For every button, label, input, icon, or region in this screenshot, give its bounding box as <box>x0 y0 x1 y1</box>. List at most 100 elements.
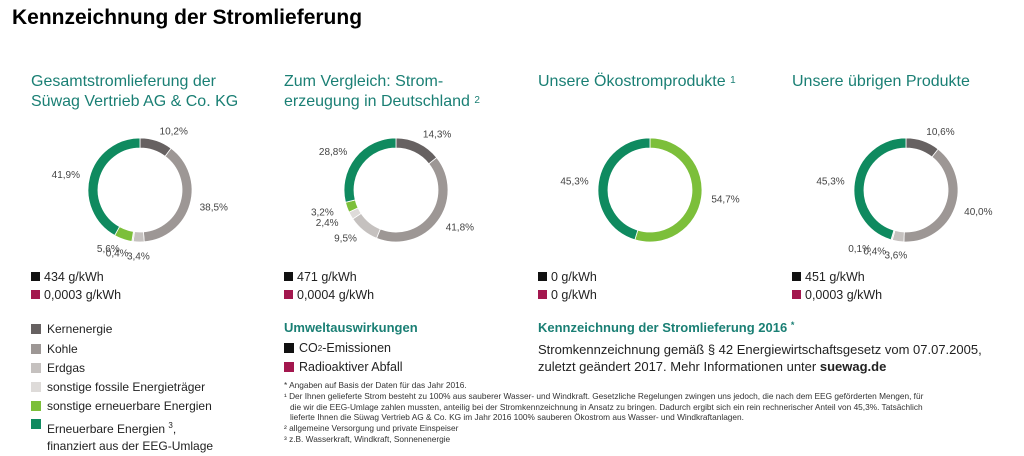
slice-label-erdgas: 9,5% <box>334 234 357 245</box>
footnote-1-line3: lieferte Ihnen die Süwag Vertrieb AG & C… <box>290 412 744 423</box>
slice-label-sonstige-fossile-energietraeger: 0,4% <box>863 246 886 257</box>
co2-swatch <box>284 272 293 281</box>
chart-4-title-line1: Unsere übrigen Produkte <box>792 73 970 90</box>
slice-label-erneuerbare-energien-finanziert-aus-der-eeg-umlage: 28,8% <box>319 147 347 158</box>
legend-label-line2: finanziert aus der EEG-Umlage <box>47 439 214 453</box>
chart-1-title-line2: Süwag Vertrieb AG & Co. KG <box>31 93 239 110</box>
legend-item-erdgas: Erdgas <box>31 361 85 375</box>
slice-label-kernenergie: 14,3% <box>423 130 451 141</box>
info-body: Stromkennzeichnung gemäß § 42 Energiewir… <box>538 342 982 374</box>
co2-swatch <box>792 272 801 281</box>
chart-3-title: Unsere Ökostromprodukte 1 <box>538 72 778 92</box>
slice-label-sonstige-fossile-energietraeger: 2,4% <box>316 218 339 229</box>
legend-swatch <box>31 363 41 373</box>
slice-label-kernenergie: 10,2% <box>160 127 188 138</box>
co2-sub: 2 <box>317 343 323 353</box>
page-title: Kennzeichnung der Stromlieferung <box>12 6 363 29</box>
chart-3-co2: 0 g/kWh <box>551 270 597 284</box>
chart-3-title-line1: Unsere Ökostromprodukte <box>538 73 726 90</box>
slice-erdgas <box>132 231 145 243</box>
environment-radio: Radioaktiver Abfall <box>284 360 403 374</box>
donut-chart-uebrige: 10,6% 40,0% 3,6%0,4% 45,3% 0,1% <box>816 127 992 262</box>
slice-kohle <box>903 148 959 243</box>
legend-label: Kernenergie <box>47 322 113 336</box>
slice-erneuerbare-energien-finanziert-aus-der-eeg-umlage <box>87 137 141 236</box>
environment-co2: CO 2 -Emissionen <box>284 341 391 355</box>
footnote-1-line2: die wir die EEG-Umlage zahlen mussten, a… <box>290 401 923 412</box>
slice-kernenergie <box>139 137 172 157</box>
slice-label-sonstige-erneuerbare-energien: 5,6% <box>97 244 120 255</box>
chart-3-title-sup: 1 <box>730 75 736 86</box>
co2-prefix: CO <box>299 341 318 355</box>
slice-label-kohle: 38,5% <box>200 203 228 214</box>
chart-2-radio: 0,0004 g/kWh <box>297 288 375 302</box>
legend-item-kernenergie: Kernenergie <box>31 322 112 336</box>
legend-label: sonstige fossile Energieträger <box>47 380 206 394</box>
co2-swatch <box>284 343 294 353</box>
legend-swatch <box>31 344 41 354</box>
slice-label-erneuerbare-energien-finanziert-aus-der-eeg-umlage: 45,3% <box>560 176 588 187</box>
slice-label-erdgas: 3,6% <box>884 251 907 262</box>
radio-swatch <box>538 290 547 299</box>
footnotes: * Angaben auf Basis der Daten für das Ja… <box>284 380 1024 445</box>
chart-2-emissions: 471 g/kWh 0,0004 g/kWh <box>284 268 374 304</box>
slice-erneuerbare-energien-finanziert-aus-der-eeg-umlage <box>597 137 651 241</box>
slice-kernenergie <box>905 137 939 158</box>
chart-3-emissions: 0 g/kWh 0 g/kWh <box>538 268 597 304</box>
chart-1-emissions: 434 g/kWh 0,0003 g/kWh <box>31 268 121 304</box>
co2-suffix: -Emissionen <box>322 341 391 355</box>
co2-swatch <box>538 272 547 281</box>
slice-kohle <box>143 147 193 243</box>
legend-label: Erdgas <box>47 361 86 375</box>
chart-2-title: Zum Vergleich: Strom- erzeugung in Deuts… <box>284 72 524 112</box>
chart-4-title: Unsere übrigen Produkte <box>792 72 1024 92</box>
slice-label-kohle: 40,0% <box>964 207 992 218</box>
footnote-1-line1: ¹ Der Ihnen gelieferte Strom besteht zu … <box>284 390 924 401</box>
legend-label: Kohle <box>47 342 78 356</box>
slice-label-sonstige-erneuerbare-energien: 54,7% <box>711 195 739 206</box>
legend-label: sonstige erneuerbare Energien <box>47 399 212 413</box>
slice-label-sonstige-erneuerbare-energien: 3,2% <box>311 207 334 218</box>
chart-3-radio: 0 g/kWh <box>551 288 597 302</box>
legend-item-erneuerbare-eeg: Erneuerbare Energien 3, finanziert aus d… <box>31 417 213 455</box>
slice-label-kohle: 41,8% <box>446 223 474 234</box>
chart-1-title: Gesamtstromlieferung der Süwag Vertrieb … <box>31 72 271 112</box>
legend-swatch <box>31 324 41 334</box>
info-text: Stromkennzeichnung gemäß § 42 Energiewir… <box>538 341 1008 375</box>
slice-label-sonstige-fossile-energietraeger: 0,4% <box>106 248 129 259</box>
donut-chart-gesamt: 10,2% 38,5% 3,4%0,4%5,6% 41,9% <box>52 127 228 263</box>
footnote-2: ² allgemeine Versorgung und private Eins… <box>284 423 459 434</box>
environment-heading: Umweltauswirkungen <box>284 320 418 335</box>
legend-swatch <box>31 401 41 411</box>
slice-label-erneuerbare-energien-finanziert-aus-der-eeg-umlage: 41,9% <box>52 170 80 181</box>
chart-1-title-line1: Gesamtstromlieferung der <box>31 73 216 90</box>
info-link[interactable]: suewag.de <box>819 359 887 374</box>
chart-2-title-sup: 2 <box>474 95 480 106</box>
legend-item-sonstige-erneuerbare: sonstige erneuerbare Energien <box>31 399 212 413</box>
legend-item-kohle: Kohle <box>31 342 78 356</box>
chart-4-emissions: 451 g/kWh 0,0003 g/kWh <box>792 268 882 304</box>
radio-swatch <box>284 362 294 372</box>
chart-2-co2: 471 g/kWh <box>297 270 357 284</box>
slice-erneuerbare-energien-finanziert-aus-der-eeg-umlage <box>853 137 907 241</box>
legend-item-sonstige-fossile: sonstige fossile Energieträger <box>31 380 205 394</box>
slice-sonstige-erneuerbare-energien <box>634 137 703 243</box>
chart-4-co2: 451 g/kWh <box>805 270 865 284</box>
chart-4-radio: 0,0003 g/kWh <box>805 288 883 302</box>
legend-label: Erneuerbare Energien <box>47 422 166 436</box>
footnote-3: ³ z.B. Wasserkraft, Windkraft, Sonnenene… <box>284 433 451 444</box>
legend-swatch <box>31 382 41 392</box>
radio-label: Radioaktiver Abfall <box>299 360 403 374</box>
slice-label-erneuerbare-energien-finanziert-aus-der-eeg-umlage: 45,3% <box>816 176 844 187</box>
slice-erneuerbare-energien-finanziert-aus-der-eeg-umlage <box>343 137 397 203</box>
legend-label-sup: 3 <box>168 421 173 430</box>
chart-2-title-line1: Zum Vergleich: Strom- <box>284 73 444 90</box>
slice-kernenergie <box>395 137 438 165</box>
info-heading: Kennzeichnung der Stromlieferung 2016 * <box>538 320 795 335</box>
donut-chart-oekostrom: 54,7% 45,3% <box>560 137 740 243</box>
radio-swatch <box>792 290 801 299</box>
co2-swatch <box>31 272 40 281</box>
chart-1-radio: 0,0003 g/kWh <box>44 288 122 302</box>
info-heading-sup: * <box>790 320 795 330</box>
chart-2-title-line2: erzeugung in Deutschland <box>284 93 470 110</box>
